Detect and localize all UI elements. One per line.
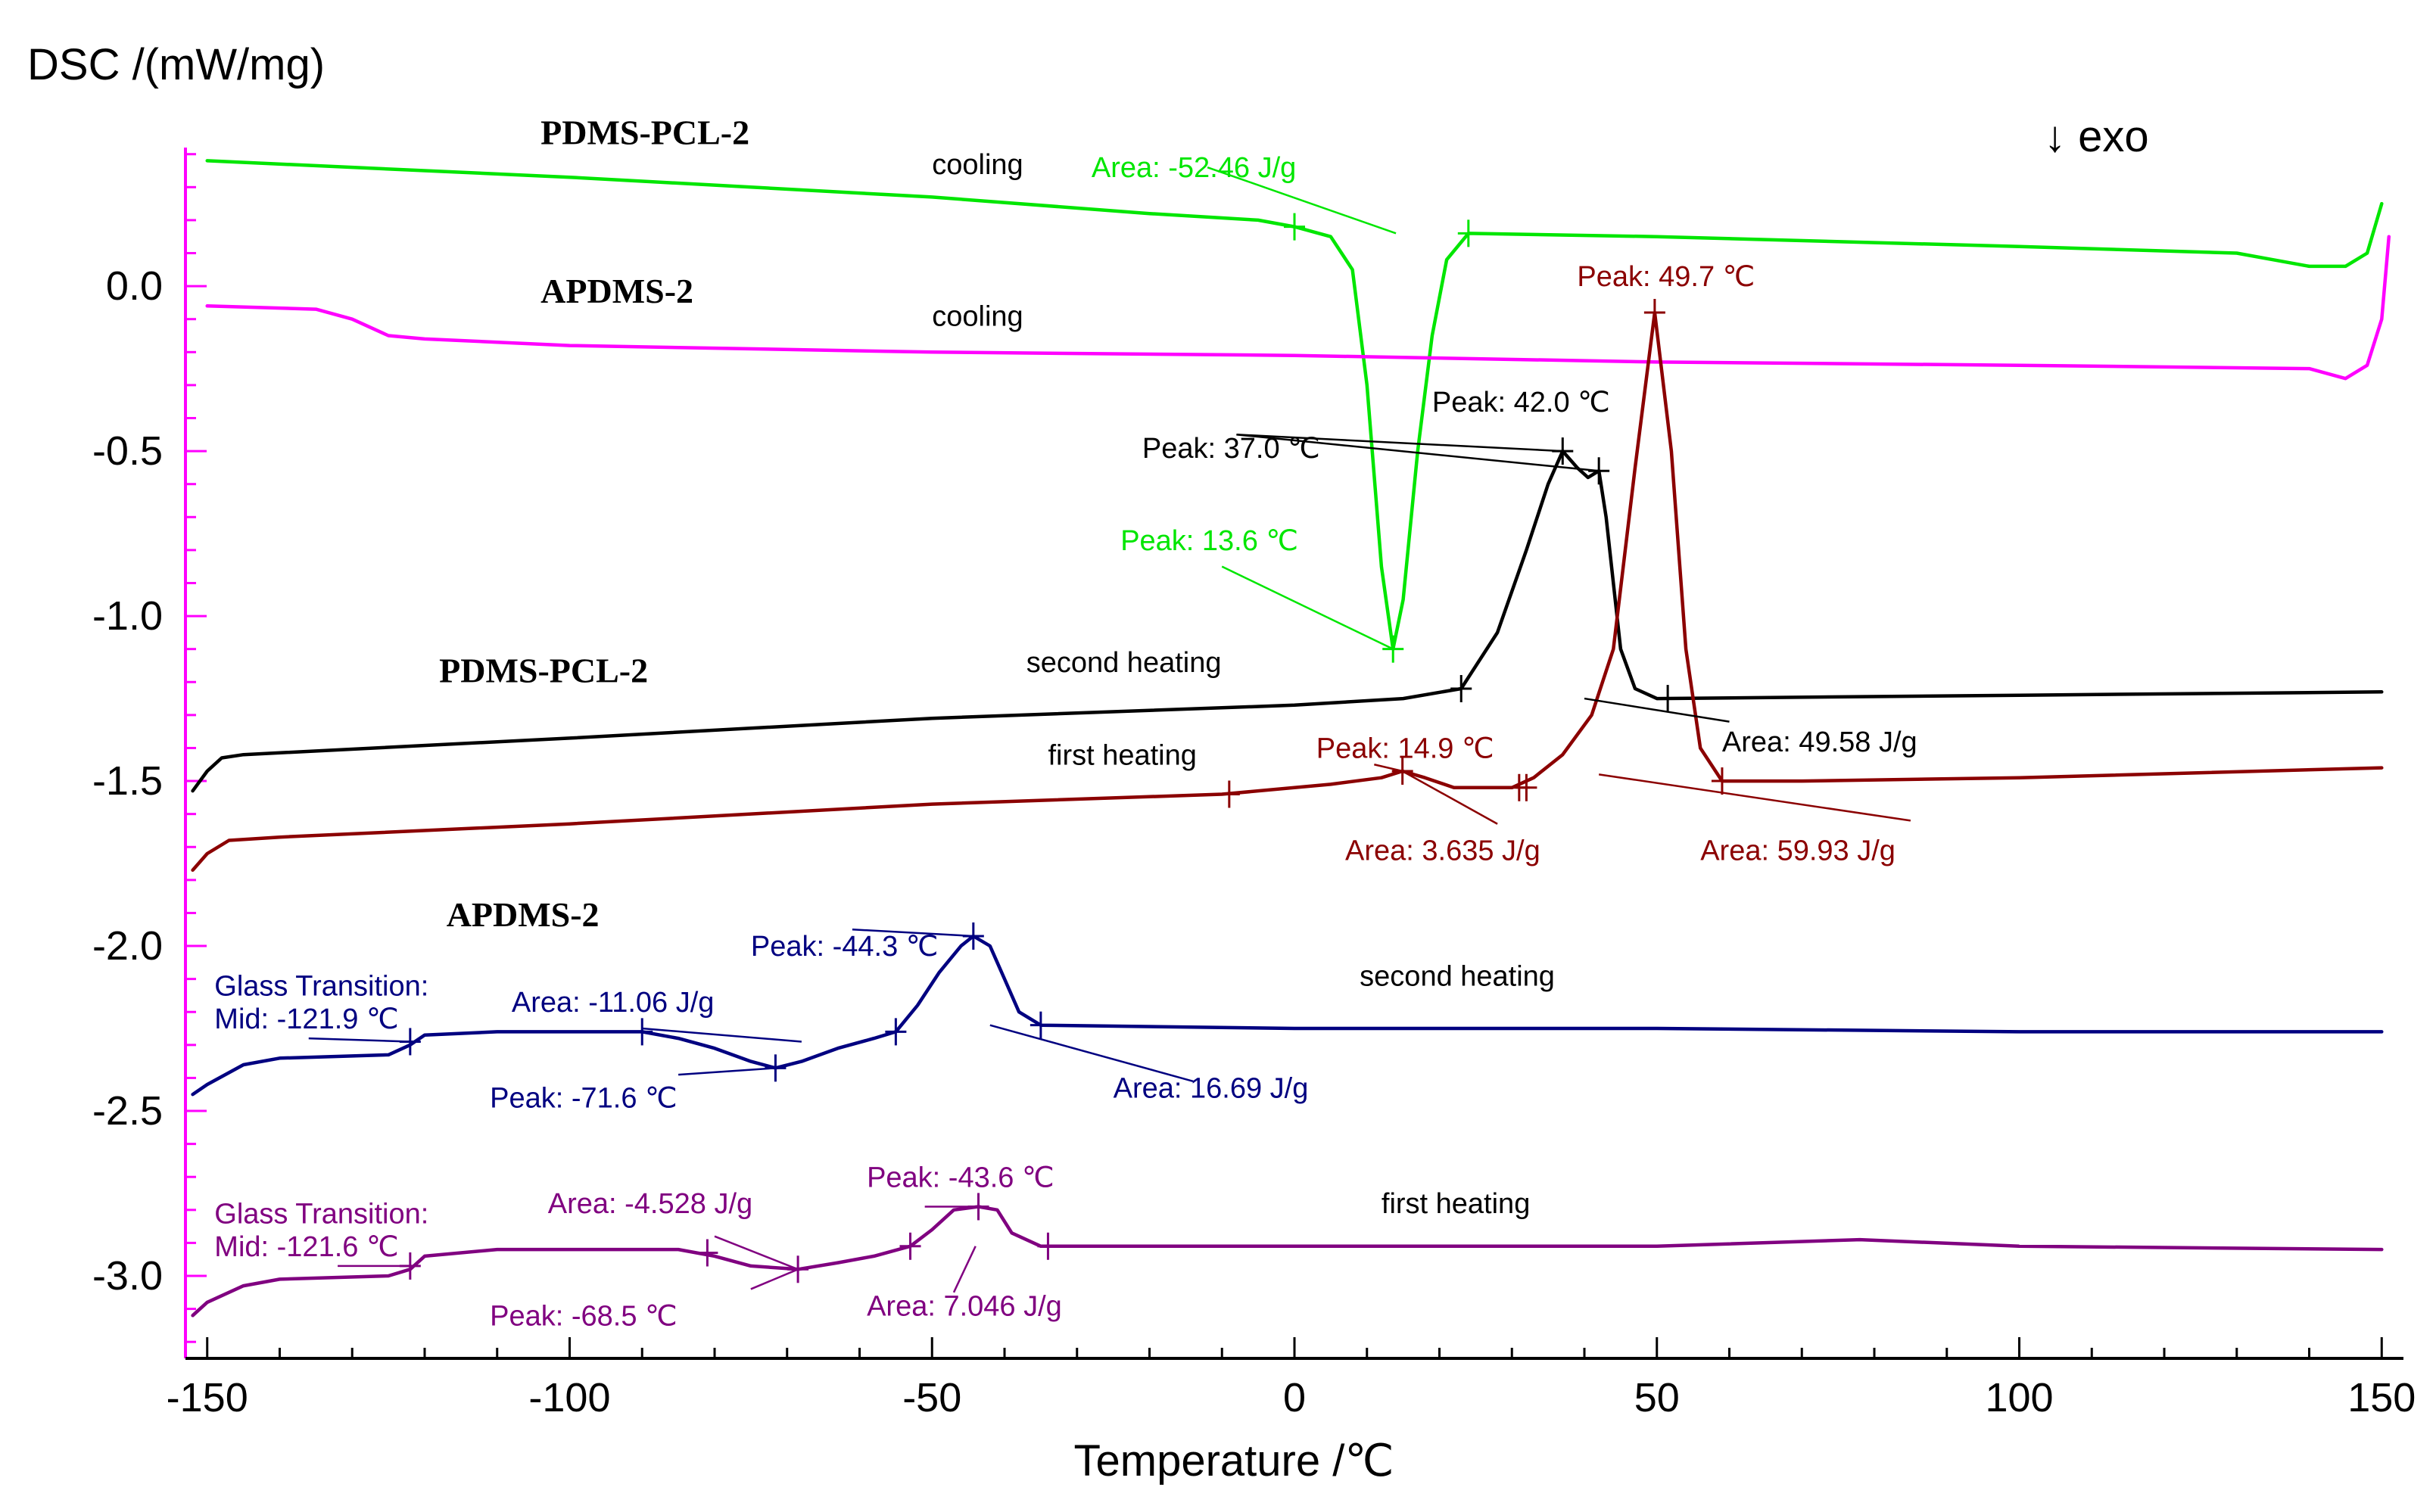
integration-marker — [1284, 213, 1305, 241]
annotation-label: Area: -52.46 J/g — [1092, 152, 1296, 184]
integration-marker — [1218, 780, 1240, 808]
exo-direction-label: ↓ exo — [2044, 112, 2149, 161]
integration-marker — [1515, 773, 1537, 801]
annotation-leader — [1598, 773, 1911, 822]
annotation-label: Area: 49.58 J/g — [1722, 726, 1917, 758]
annotation-leader — [308, 1037, 410, 1043]
integration-marker — [765, 1054, 787, 1082]
integration-marker — [899, 1232, 921, 1260]
y-tick-label: -1.5 — [92, 758, 163, 804]
annotation-label: first heating — [1048, 739, 1196, 771]
annotation-label: cooling — [932, 149, 1023, 181]
annotation-label: first heating — [1382, 1188, 1530, 1220]
annotation-leader — [852, 928, 973, 938]
annotations: PDMS-PCL-2 APDMS-2 PDMS-PCL-2 APDMS-2 coolin… — [214, 114, 1917, 1333]
integration-marker — [1643, 298, 1665, 326]
annotation-leader — [989, 1024, 1194, 1082]
annotation-leader — [952, 1246, 977, 1293]
y-tick-label: -0.5 — [92, 428, 163, 474]
y-tick-label: -3.0 — [92, 1253, 163, 1299]
y-axis-title: DSC /(mW/mg) — [27, 40, 325, 89]
series-line-1 — [205, 235, 2391, 381]
annotation-label: Peak: -68.5 ℃ — [490, 1300, 678, 1332]
sample-label: APDMS-2 — [447, 895, 600, 934]
annotation-leaders — [308, 166, 1911, 1293]
annotation-leader — [1221, 565, 1394, 650]
annotation-leader — [1584, 697, 1730, 723]
integration-marker — [1391, 757, 1413, 785]
annotation-label: Area: 16.69 J/g — [1114, 1073, 1309, 1105]
annotation-label: Peak: 49.7 ℃ — [1577, 261, 1755, 293]
annotation-label: Peak: -71.6 ℃ — [490, 1083, 678, 1115]
annotation-label: Mid: -121.6 ℃ — [214, 1231, 398, 1263]
integration-marker — [1037, 1232, 1059, 1260]
annotation-leader — [1236, 434, 1600, 472]
integration-marker — [696, 1239, 718, 1267]
annotation-label: Peak: -43.6 ℃ — [867, 1162, 1054, 1193]
integration-marker — [399, 1028, 421, 1056]
x-tick-label: 150 — [2347, 1375, 2416, 1420]
annotation-label: cooling — [932, 300, 1023, 332]
x-tick-label: -150 — [167, 1375, 248, 1420]
integration-marker — [1588, 457, 1610, 485]
x-tick-label: -100 — [528, 1375, 610, 1420]
annotation-leader — [714, 1235, 799, 1271]
integration-marker — [1450, 674, 1472, 702]
y-tick-label: 0.0 — [106, 263, 163, 309]
annotation-label: Area: 3.635 J/g — [1345, 835, 1540, 867]
integration-marker — [967, 1193, 989, 1221]
integration-marker — [962, 922, 984, 950]
x-tick-label: 100 — [1985, 1375, 2053, 1420]
annotation-label: Area: -11.06 J/g — [512, 987, 715, 1019]
annotation-label: Peak: 13.6 ℃ — [1120, 525, 1298, 557]
annotation-label: Peak: -44.3 ℃ — [751, 931, 939, 963]
x-tick-label: -50 — [902, 1375, 961, 1420]
annotation-label: Peak: 14.9 ℃ — [1316, 733, 1494, 765]
series-line-2 — [191, 449, 2384, 793]
x-tick-label: 0 — [1283, 1375, 1306, 1420]
annotation-label: Peak: 37.0 ℃ — [1142, 433, 1320, 465]
annotation-label: Area: 7.046 J/g — [867, 1290, 1062, 1322]
annotation-leader — [1207, 166, 1397, 235]
integration-marker — [1552, 437, 1574, 465]
annotation-leader — [678, 1067, 776, 1076]
annotation-label: Glass Transition: — [214, 1198, 428, 1230]
sample-label: APDMS-2 — [540, 272, 693, 310]
annotation-label: Glass Transition: — [214, 970, 428, 1002]
integration-marker — [1657, 685, 1679, 713]
annotation-label: Area: 59.93 J/g — [1700, 835, 1896, 867]
integration-marker — [1711, 767, 1733, 795]
annotation-leader — [642, 1027, 802, 1043]
annotation-leader — [1236, 434, 1563, 453]
y-tick-label: -1.0 — [92, 593, 163, 639]
annotation-label: Area: -4.528 J/g — [548, 1188, 752, 1220]
integration-marker — [787, 1255, 809, 1283]
sample-label: PDMS-PCL-2 — [439, 651, 648, 689]
integration-marker — [399, 1252, 421, 1280]
integration-marker — [1382, 635, 1404, 663]
series-line-4 — [191, 934, 2384, 1097]
integration-marker — [1030, 1011, 1051, 1039]
series-line-3 — [191, 310, 2384, 873]
integration-marker — [1457, 219, 1479, 247]
integration-marker — [631, 1018, 653, 1046]
sample-label: PDMS-PCL-2 — [540, 114, 749, 152]
annotation-label: Peak: 42.0 ℃ — [1432, 387, 1610, 418]
y-tick-label: -2.5 — [92, 1088, 163, 1134]
x-tick-label: 50 — [1634, 1375, 1680, 1420]
y-tick-label: -2.0 — [92, 923, 163, 969]
x-axis-title: Temperature /℃ — [1074, 1436, 1394, 1486]
annotation-leader — [750, 1268, 799, 1290]
annotation-label: second heating — [1360, 960, 1555, 992]
series-line-0 — [205, 159, 2384, 651]
annotation-leader — [1402, 770, 1498, 825]
curves — [191, 159, 2391, 1318]
integration-markers — [399, 213, 1733, 1283]
annotation-label: second heating — [1026, 647, 1222, 679]
series-line-5 — [191, 1205, 2384, 1318]
axes: 0.0 -0.5 -1.0 -1.5 -2.0 -2.5 -3.0 -150 -100 -50 0 5… — [92, 148, 2416, 1420]
integration-marker — [885, 1018, 907, 1046]
annotation-label: Mid: -121.9 ℃ — [214, 1003, 398, 1035]
